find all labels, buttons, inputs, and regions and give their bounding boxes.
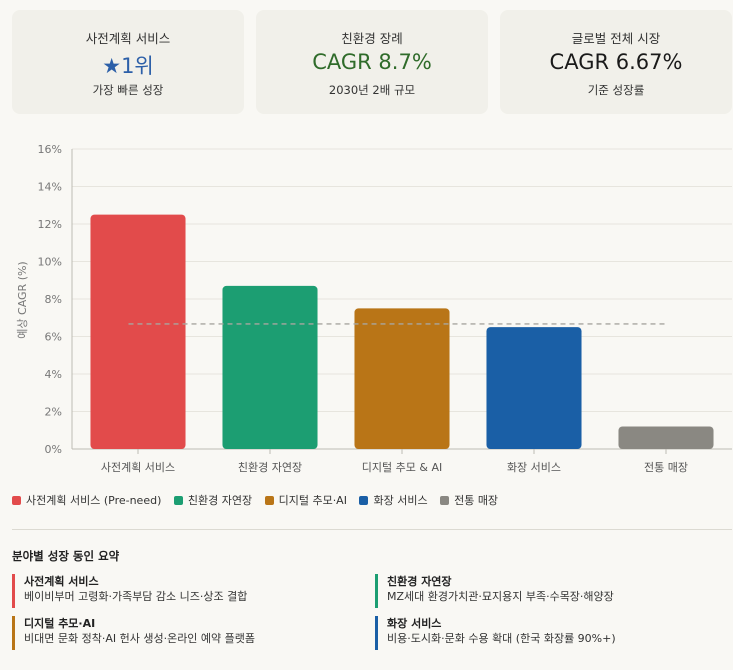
x-tick-label: 친환경 자연장 [238,461,302,474]
y-tick-label: 8% [45,293,62,306]
factor-description: 베이비부머 고령화·가족부담 감소 니즈·상조 결합 [24,590,248,603]
kpi-card-value: CAGR 6.67% [549,50,683,74]
kpi-card-value: CAGR 8.7% [312,50,432,74]
kpi-rank-value: 1위 [121,54,154,78]
kpi-card-preneed: 사전계획 서비스 ★1위 가장 빠른 성장 [12,10,244,114]
factor-title: 사전계획 서비스 [24,575,99,588]
summary-title: 분야별 성장 동인 요약 [12,549,120,563]
kpi-card-eco: 친환경 장례 CAGR 8.7% 2030년 2배 규모 [256,10,488,114]
y-tick-label: 12% [38,218,62,231]
factor-title: 화장 서비스 [387,617,442,630]
legend-swatch [173,496,183,505]
section-divider [12,529,732,530]
star-icon: ★ [102,54,122,78]
y-tick-label: 2% [45,406,62,419]
kpi-card-title: 글로벌 전체 시장 [571,31,661,46]
factor-title: 친환경 자연장 [387,575,452,588]
bar [222,285,318,449]
legend-label: 전통 매장 [454,494,499,507]
legend-item: 친환경 자연장 [173,492,253,508]
cagr-bar-chart: 0% 2% 4% 6% 8% 10% 12% 14% 16% 사전계획 서비스 친환경 자연장 디지… [16,143,732,474]
x-tick-label: 사전계획 서비스 [101,461,175,474]
chart-legend: 사전계획 서비스 (Pre-need) 친환경 자연장 디지털 추모·AI 화장… [12,492,507,508]
bar [618,426,714,449]
y-axis-ticks: 0% 2% 4% 6% 8% 10% 12% 14% 16% [38,143,62,456]
factor-eco: 친환경 자연장 MZ세대 환경가치관·묘지용지 부족·수목장·해양장 [375,574,715,608]
bar [486,327,582,449]
legend-swatch [359,496,369,505]
legend-label: 디지털 추모·AI [278,494,347,507]
factor-cremation: 화장 서비스 비용·도시화·문화 수용 확대 (한국 화장률 90%+) [375,616,715,650]
y-tick-label: 0% [45,443,62,456]
x-axis-ticks: 사전계획 서비스 친환경 자연장 디지털 추모 & AI 화장 서비스 전통 매장 [101,449,688,474]
kpi-card-global: 글로벌 전체 시장 CAGR 6.67% 기준 성장률 [500,10,732,114]
factor-title: 디지털 추모·AI [24,617,96,630]
legend-swatch [12,496,21,505]
factor-digital: 디지털 추모·AI 비대면 문화 정착·AI 헌사 생성·온라인 예약 플랫폼 [12,616,352,650]
legend-swatch [264,496,274,505]
legend-item: 사전계획 서비스 (Pre-need) [12,492,161,508]
chart-bars [90,214,714,449]
kpi-card-title: 친환경 장례 [341,31,403,46]
y-tick-label: 14% [38,181,62,194]
legend-item: 디지털 추모·AI [264,492,347,508]
factor-description: 비용·도시화·문화 수용 확대 (한국 화장률 90%+) [387,632,616,645]
bar [354,308,450,449]
kpi-card-subtitle: 2030년 2배 규모 [328,83,416,97]
kpi-card-subtitle: 기준 성장률 [587,83,645,97]
factor-description: 비대면 문화 정착·AI 헌사 생성·온라인 예약 플랫폼 [24,632,256,645]
x-tick-label: 디지털 추모 & AI [362,461,442,474]
kpi-card-value: ★1위 [12,50,244,80]
legend-item: 화장 서비스 [359,492,428,508]
y-axis-label: 예상 CAGR (%) [16,261,29,338]
legend-label: 화장 서비스 [373,494,428,507]
x-tick-label: 화장 서비스 [507,461,561,474]
kpi-cards: 사전계획 서비스 ★1위 가장 빠른 성장 친환경 장례 CAGR 8.7% 2… [12,10,732,114]
y-tick-label: 6% [45,331,62,344]
y-tick-label: 16% [38,143,62,156]
kpi-card-subtitle: 가장 빠른 성장 [92,83,164,97]
legend-swatch [440,496,450,505]
bar [90,214,186,449]
kpi-card-title: 사전계획 서비스 [85,31,171,46]
x-tick-label: 전통 매장 [644,461,688,474]
legend-label: 사전계획 서비스 (Pre-need) [26,494,162,507]
legend-item: 전통 매장 [440,492,498,508]
factor-description: MZ세대 환경가치관·묘지용지 부족·수목장·해양장 [387,590,614,603]
y-tick-label: 10% [38,256,62,269]
legend-label: 친환경 자연장 [187,494,253,507]
y-tick-label: 4% [45,368,62,381]
factor-preneed: 사전계획 서비스 베이비부머 고령화·가족부담 감소 니즈·상조 결합 [12,574,352,608]
